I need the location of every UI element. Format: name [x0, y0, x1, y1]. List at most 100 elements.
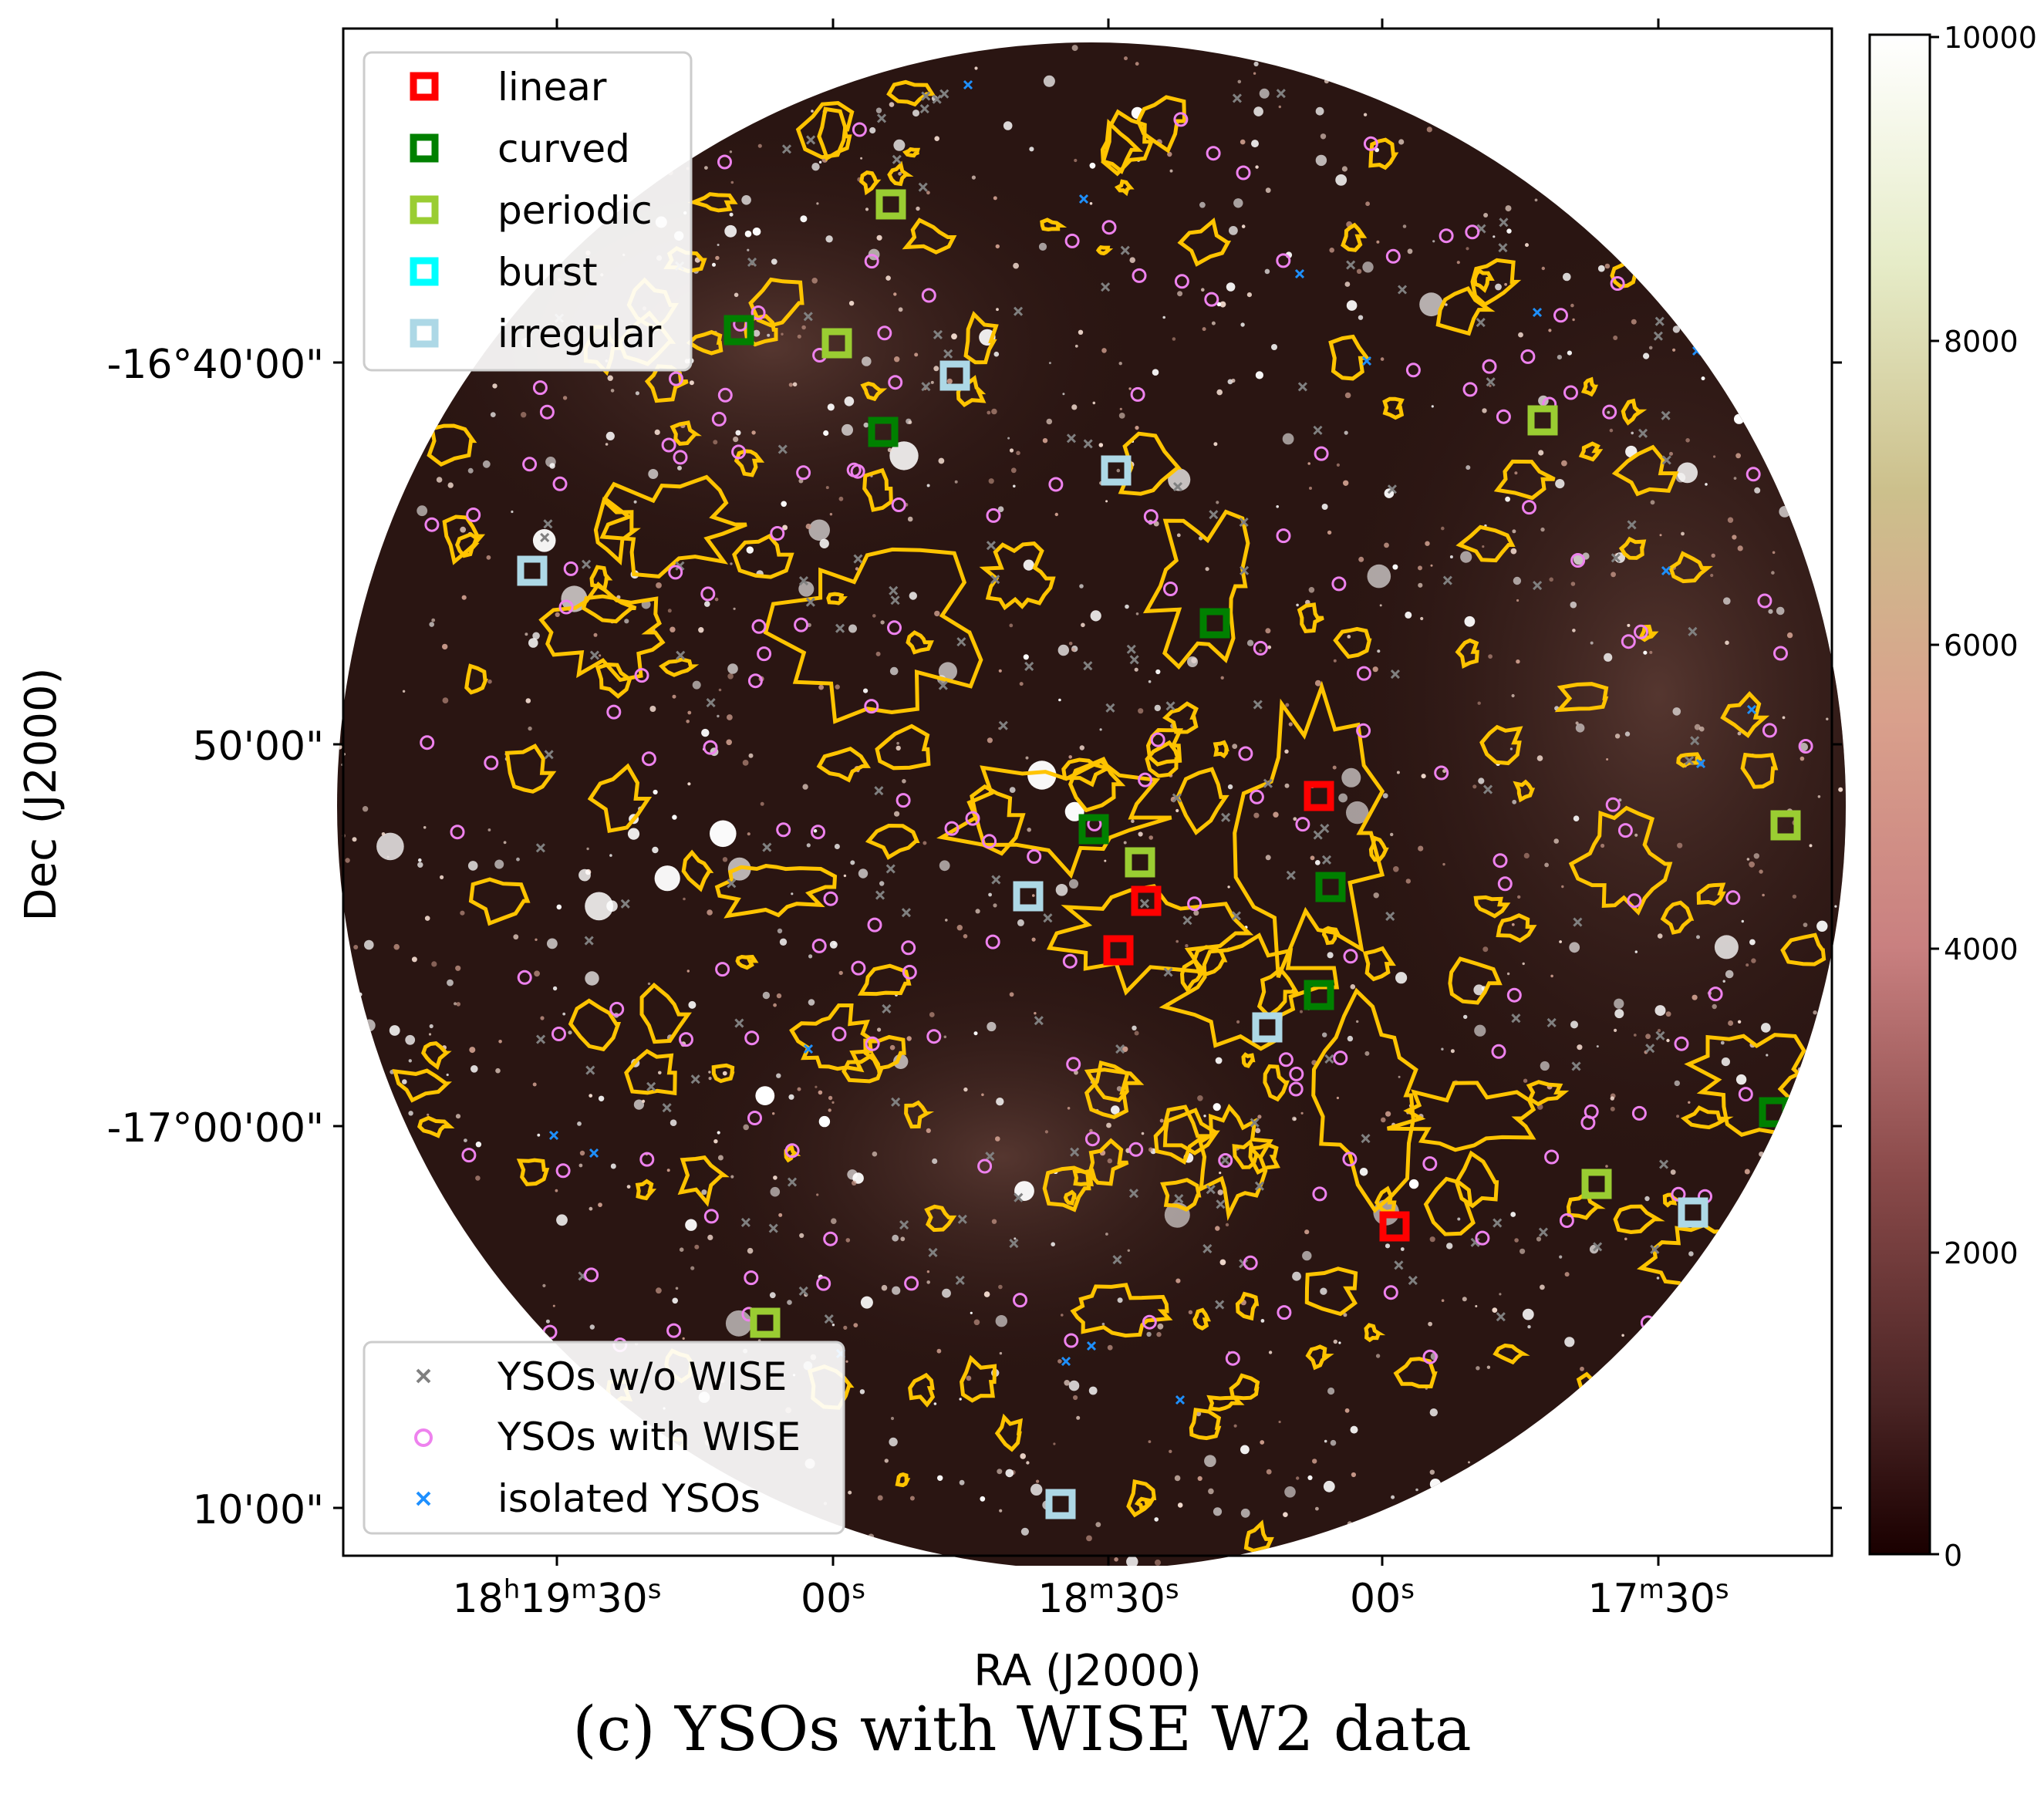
star [767, 333, 771, 337]
star [1735, 1074, 1747, 1085]
contour-line [1526, 1080, 1570, 1107]
yso-without-wise-marker [1538, 1227, 1548, 1237]
star [1074, 1070, 1078, 1075]
star [1381, 1117, 1386, 1123]
contour-line [1800, 282, 1844, 326]
yso-without-wise-marker [939, 89, 949, 99]
star [708, 1077, 712, 1081]
contour-line [1496, 913, 1537, 943]
yso-without-wise-marker [1321, 855, 1332, 865]
star [747, 1247, 754, 1254]
star [1312, 1459, 1317, 1464]
star [887, 447, 892, 453]
star [521, 412, 527, 418]
yso-with-wise-marker [1491, 1044, 1506, 1059]
star [1719, 1435, 1725, 1442]
yso-with-wise-marker [823, 1231, 838, 1246]
star [1746, 256, 1752, 262]
star [1445, 303, 1448, 306]
star [1466, 247, 1469, 251]
star [752, 228, 761, 236]
star [825, 486, 829, 490]
variable-yso-periodic-marker [750, 1307, 781, 1338]
star [1460, 551, 1472, 563]
star [1268, 1351, 1273, 1354]
yso-with-wise-marker [539, 404, 555, 420]
star [1088, 1386, 1098, 1395]
star [988, 892, 992, 897]
star [598, 1095, 605, 1102]
yso-with-wise-marker [770, 526, 785, 541]
yso-with-wise-marker [896, 793, 911, 808]
star [760, 93, 766, 99]
contour-line [763, 547, 983, 724]
star [1419, 292, 1443, 317]
star [987, 410, 991, 415]
star [1391, 1495, 1395, 1499]
contour-line [686, 329, 723, 356]
star [1610, 1106, 1615, 1111]
star [1341, 767, 1361, 788]
isolated-yso-marker [1746, 704, 1757, 715]
yso-with-wise-marker [1570, 553, 1586, 568]
star [801, 78, 805, 82]
star [1420, 616, 1424, 621]
star [1777, 1298, 1782, 1304]
star [1627, 1472, 1632, 1477]
star [1347, 1035, 1354, 1042]
yso-without-wise-marker [787, 1177, 798, 1187]
star [360, 485, 363, 488]
star [1514, 471, 1518, 475]
dec-tick-labels: -16°40'00" 50'00" -17°00'00" 10'00" [107, 342, 324, 1533]
star [1688, 222, 1698, 232]
star [971, 175, 976, 180]
star [1300, 1111, 1304, 1115]
yso-without-wise-marker [1661, 410, 1671, 420]
contour-line [979, 541, 1056, 611]
yso-with-wise-marker [669, 371, 683, 386]
star [1314, 680, 1321, 686]
star [1576, 164, 1579, 168]
star [787, 1300, 792, 1305]
star [1442, 769, 1447, 774]
star [1710, 573, 1714, 578]
star [776, 1073, 781, 1078]
star [1089, 1128, 1093, 1133]
star [1154, 1517, 1159, 1522]
contour-line [732, 533, 794, 579]
contour-line [1311, 987, 1418, 1213]
star [1071, 404, 1078, 410]
star [926, 1270, 930, 1273]
star [359, 308, 363, 312]
star [1215, 1057, 1223, 1064]
star [1131, 819, 1135, 823]
contour-line [1235, 1291, 1260, 1321]
yso-without-wise-marker [1043, 913, 1053, 923]
yso-with-wise-marker [823, 891, 838, 906]
star [1034, 1012, 1037, 1015]
star [1284, 749, 1289, 754]
yso-without-wise-marker [991, 875, 1001, 885]
variable-yso-irregular-marker [1045, 1489, 1076, 1519]
yso-without-wise-marker [957, 1214, 967, 1224]
star [1654, 171, 1658, 174]
star [1559, 940, 1562, 943]
yso-without-wise-marker [955, 1275, 965, 1286]
yso-with-wise-marker [1238, 746, 1253, 761]
star [381, 832, 386, 836]
star [362, 806, 369, 812]
contour-line [1493, 1343, 1530, 1365]
yso-with-wise-marker [1708, 987, 1723, 1002]
yso-with-wise-marker [1798, 739, 1813, 754]
variable-yso-linear-marker [1304, 781, 1334, 811]
star [1068, 1380, 1080, 1391]
star [1106, 1122, 1111, 1128]
star [547, 938, 558, 949]
yso-with-wise-marker [794, 617, 809, 632]
star [823, 430, 829, 437]
star [1148, 835, 1153, 840]
variable-yso-irregular-marker [939, 360, 970, 391]
star [1384, 542, 1389, 548]
star [1090, 610, 1101, 622]
star [1530, 87, 1534, 91]
